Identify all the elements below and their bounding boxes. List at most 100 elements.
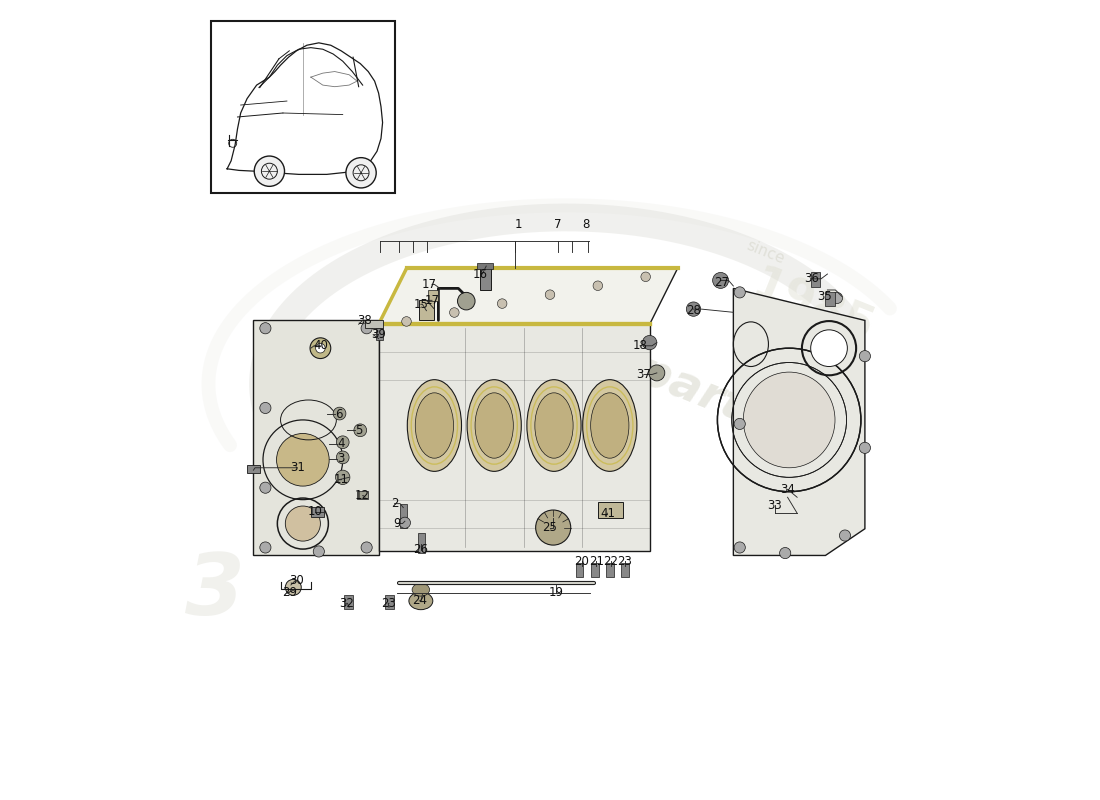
Ellipse shape bbox=[407, 380, 462, 471]
Bar bbox=[591, 562, 598, 577]
Circle shape bbox=[399, 517, 410, 528]
Bar bbox=[477, 263, 494, 270]
Text: 22: 22 bbox=[603, 554, 618, 567]
Bar bbox=[358, 491, 368, 499]
Text: 24: 24 bbox=[411, 594, 427, 607]
Text: 32: 32 bbox=[339, 597, 354, 610]
Circle shape bbox=[254, 156, 285, 186]
Circle shape bbox=[649, 365, 664, 381]
Text: 25: 25 bbox=[542, 521, 558, 534]
Circle shape bbox=[546, 290, 554, 299]
Circle shape bbox=[780, 547, 791, 558]
Polygon shape bbox=[378, 324, 650, 551]
Circle shape bbox=[276, 434, 329, 486]
Circle shape bbox=[345, 158, 376, 188]
Text: 20: 20 bbox=[574, 554, 590, 567]
Text: 23: 23 bbox=[617, 554, 632, 567]
Text: 27: 27 bbox=[714, 275, 729, 289]
Circle shape bbox=[832, 292, 843, 303]
Bar bbox=[575, 562, 583, 577]
Circle shape bbox=[354, 424, 366, 437]
Circle shape bbox=[336, 470, 350, 485]
Circle shape bbox=[458, 292, 475, 310]
Circle shape bbox=[642, 335, 657, 350]
Polygon shape bbox=[734, 288, 865, 555]
Circle shape bbox=[337, 451, 349, 464]
Circle shape bbox=[734, 286, 746, 298]
Polygon shape bbox=[253, 320, 378, 555]
Text: 23: 23 bbox=[382, 597, 396, 610]
Ellipse shape bbox=[583, 380, 637, 471]
Ellipse shape bbox=[535, 393, 573, 458]
Bar bbox=[311, 507, 323, 517]
Circle shape bbox=[402, 317, 411, 326]
Text: 39: 39 bbox=[371, 328, 386, 341]
Text: 30: 30 bbox=[289, 574, 304, 587]
Bar bbox=[811, 273, 821, 286]
Text: 17: 17 bbox=[421, 278, 437, 291]
Text: 7: 7 bbox=[554, 218, 562, 231]
Ellipse shape bbox=[527, 380, 581, 471]
Text: 4: 4 bbox=[338, 438, 345, 450]
Text: 16: 16 bbox=[473, 267, 488, 281]
Text: 21: 21 bbox=[588, 554, 604, 567]
Circle shape bbox=[859, 442, 870, 454]
Bar bbox=[211, 22, 395, 193]
Text: 26: 26 bbox=[414, 543, 428, 556]
Text: 41: 41 bbox=[600, 506, 615, 520]
Text: 19: 19 bbox=[549, 586, 564, 599]
Bar bbox=[621, 562, 629, 577]
Circle shape bbox=[316, 343, 326, 353]
Text: 6: 6 bbox=[336, 408, 342, 421]
Text: 34: 34 bbox=[780, 482, 795, 496]
Circle shape bbox=[260, 482, 271, 494]
Ellipse shape bbox=[412, 583, 430, 596]
Bar bbox=[606, 562, 614, 577]
Bar bbox=[365, 320, 383, 328]
Text: 38: 38 bbox=[358, 314, 373, 326]
Text: 36: 36 bbox=[804, 272, 818, 286]
Bar bbox=[385, 594, 394, 609]
Circle shape bbox=[839, 530, 850, 541]
Circle shape bbox=[811, 330, 847, 366]
Text: 8: 8 bbox=[582, 218, 590, 231]
Bar bbox=[248, 466, 260, 474]
Text: 37: 37 bbox=[637, 368, 651, 381]
Text: since: since bbox=[744, 238, 786, 267]
Bar bbox=[419, 300, 433, 320]
Polygon shape bbox=[378, 269, 678, 324]
Text: 1: 1 bbox=[515, 218, 521, 231]
Circle shape bbox=[333, 407, 345, 420]
Text: 3: 3 bbox=[185, 550, 245, 633]
Circle shape bbox=[361, 542, 372, 553]
Text: 1985: 1985 bbox=[746, 263, 881, 353]
Text: 5: 5 bbox=[355, 424, 362, 437]
Circle shape bbox=[314, 546, 324, 557]
Text: 28: 28 bbox=[686, 304, 701, 318]
Circle shape bbox=[310, 338, 331, 358]
Circle shape bbox=[260, 322, 271, 334]
Ellipse shape bbox=[744, 372, 835, 468]
Circle shape bbox=[734, 418, 746, 430]
Circle shape bbox=[859, 350, 870, 362]
Text: 18: 18 bbox=[632, 339, 648, 352]
Bar bbox=[418, 533, 425, 553]
Circle shape bbox=[337, 436, 349, 449]
Circle shape bbox=[260, 402, 271, 414]
Circle shape bbox=[285, 506, 320, 541]
Text: 17: 17 bbox=[425, 294, 440, 307]
Bar bbox=[428, 290, 438, 301]
Circle shape bbox=[713, 273, 728, 288]
Bar bbox=[480, 266, 491, 290]
Circle shape bbox=[686, 302, 701, 316]
Circle shape bbox=[734, 542, 746, 553]
Text: 31: 31 bbox=[289, 462, 305, 474]
Ellipse shape bbox=[409, 592, 432, 610]
Text: 29: 29 bbox=[282, 586, 297, 599]
Circle shape bbox=[361, 322, 372, 334]
Circle shape bbox=[285, 579, 301, 595]
Circle shape bbox=[260, 542, 271, 553]
Text: 40: 40 bbox=[314, 339, 328, 352]
Ellipse shape bbox=[416, 393, 453, 458]
Bar bbox=[344, 594, 353, 609]
